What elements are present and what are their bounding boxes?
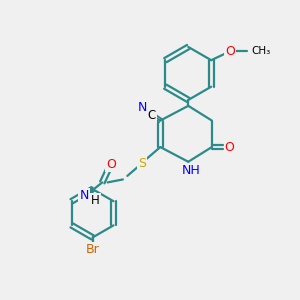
Text: N: N [138,101,147,114]
Text: O: O [225,141,234,154]
Text: NH: NH [181,164,200,177]
Text: C: C [147,109,156,122]
Text: S: S [138,157,146,170]
Text: O: O [106,158,116,171]
Text: N: N [80,189,89,202]
Text: H: H [91,194,100,207]
Text: O: O [225,45,235,58]
Text: CH₃: CH₃ [252,46,271,56]
Text: Br: Br [86,243,100,256]
